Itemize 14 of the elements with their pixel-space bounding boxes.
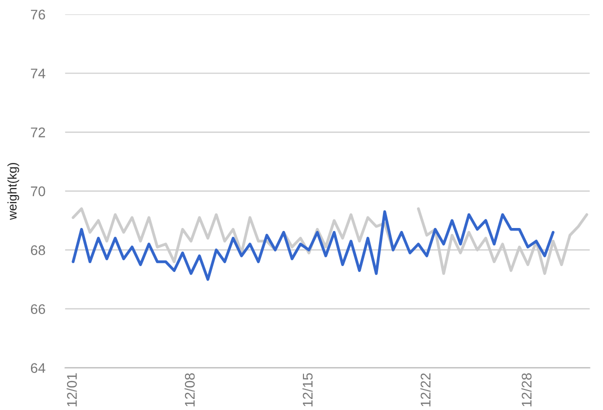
y-tick-label: 68 bbox=[30, 245, 46, 256]
y-tick-label: 76 bbox=[30, 10, 46, 20]
x-tick-label: 12/08 bbox=[184, 373, 195, 406]
line-series bbox=[72, 210, 554, 281]
x-tick-label: 12/22 bbox=[420, 373, 431, 406]
y-tick-label: 70 bbox=[30, 186, 46, 196]
x-tick-label: 12/01 bbox=[66, 373, 77, 406]
y-tick-label: 74 bbox=[30, 68, 46, 78]
y-axis-title: weight(kg) bbox=[7, 163, 20, 220]
x-tick-label: 12/15 bbox=[302, 373, 313, 406]
y-tick-label: 72 bbox=[30, 127, 45, 138]
y-tick-label: 64 bbox=[30, 363, 46, 373]
x-tick-label: 12/28 bbox=[521, 373, 532, 406]
y-tick-label: 66 bbox=[30, 304, 46, 314]
